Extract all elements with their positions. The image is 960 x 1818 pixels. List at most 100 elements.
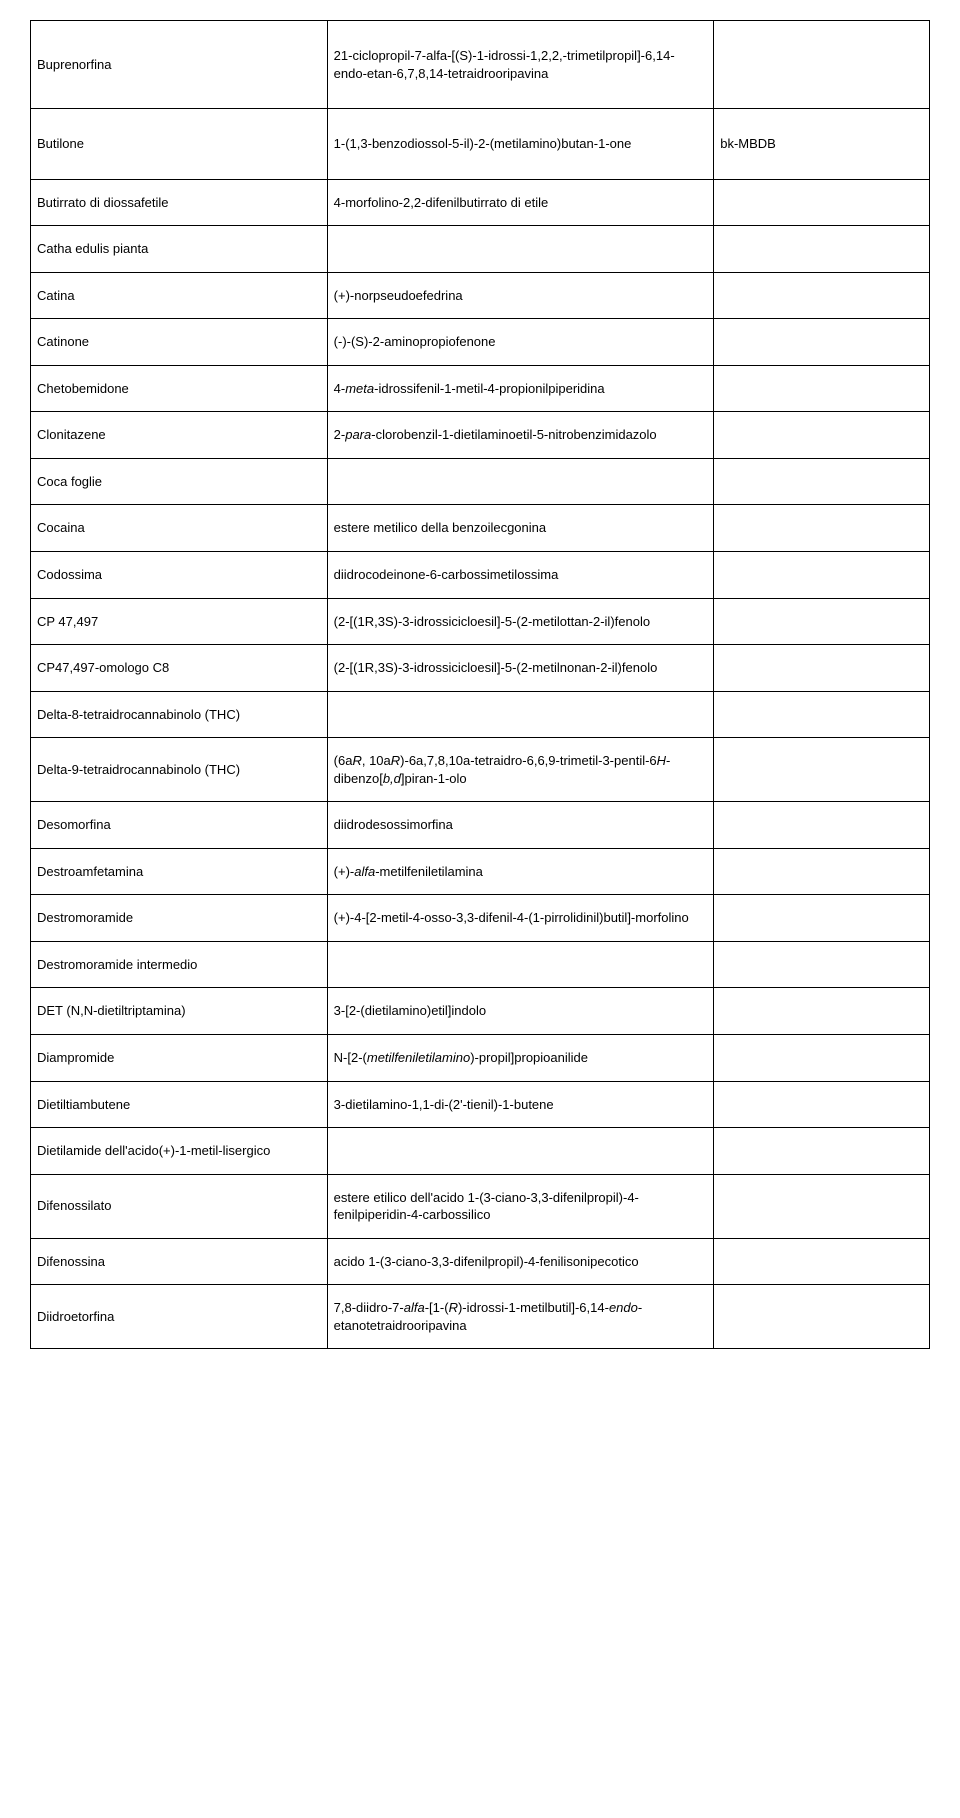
table-row: CP47,497-omologo C8(2-[(1R,3S)-3-idrossi… xyxy=(31,645,930,692)
chemical-name-cell: 2-para-clorobenzil-1-dietilaminoetil-5-n… xyxy=(327,412,714,459)
substance-name-cell: Diampromide xyxy=(31,1035,328,1082)
table-row: Butirrato di diossafetile4-morfolino-2,2… xyxy=(31,179,930,226)
chemical-name-cell: estere metilico della benzoilecgonina xyxy=(327,505,714,552)
synonym-cell xyxy=(714,505,930,552)
table-row: DET (N,N-dietiltriptamina)3-[2-(dietilam… xyxy=(31,988,930,1035)
table-row: Diidroetorfina7,8-diidro-7-alfa-[1-(R)-i… xyxy=(31,1285,930,1349)
table-row: Codossimadiidrocodeinone-6-carbossimetil… xyxy=(31,552,930,599)
substance-name-cell: Destromoramide intermedio xyxy=(31,941,328,988)
chemical-name-cell xyxy=(327,941,714,988)
synonym-cell xyxy=(714,1081,930,1128)
substance-name-cell: Diidroetorfina xyxy=(31,1285,328,1349)
substance-name-cell: Clonitazene xyxy=(31,412,328,459)
synonym-cell xyxy=(714,226,930,273)
chemical-name-cell: (+)-4-[2-metil-4-osso-3,3-difenil-4-(1-p… xyxy=(327,895,714,942)
substance-name-cell: Dietiltiambutene xyxy=(31,1081,328,1128)
chemical-name-cell: 3-[2-(dietilamino)etil]indolo xyxy=(327,988,714,1035)
synonym-cell xyxy=(714,802,930,849)
table-row: DiampromideN-[2-(metilfeniletilamino)-pr… xyxy=(31,1035,930,1082)
substance-name-cell: Delta-9-tetraidrocannabinolo (THC) xyxy=(31,738,328,802)
substance-name-cell: CP47,497-omologo C8 xyxy=(31,645,328,692)
synonym-cell xyxy=(714,738,930,802)
chemical-name-cell: (6aR, 10aR)-6a,7,8,10a-tetraidro-6,6,9-t… xyxy=(327,738,714,802)
substance-name-cell: DET (N,N-dietiltriptamina) xyxy=(31,988,328,1035)
chemical-name-cell: diidrocodeinone-6-carbossimetilossima xyxy=(327,552,714,599)
table-row: Delta-9-tetraidrocannabinolo (THC)(6aR, … xyxy=(31,738,930,802)
synonym-cell xyxy=(714,412,930,459)
synonym-cell xyxy=(714,365,930,412)
chemical-name-cell: estere etilico dell'acido 1-(3-ciano-3,3… xyxy=(327,1174,714,1238)
synonym-cell xyxy=(714,848,930,895)
synonym-cell xyxy=(714,1035,930,1082)
chemical-name-cell: (-)-(S)-2-aminopropiofenone xyxy=(327,319,714,366)
synonym-cell xyxy=(714,1174,930,1238)
chemical-name-cell: 4-morfolino-2,2-difenilbutirrato di etil… xyxy=(327,179,714,226)
synonym-cell xyxy=(714,179,930,226)
table-row: Difenossinaacido 1-(3-ciano-3,3-difenilp… xyxy=(31,1238,930,1285)
table-row: Cocainaestere metilico della benzoilecgo… xyxy=(31,505,930,552)
substance-name-cell: Difenossilato xyxy=(31,1174,328,1238)
substance-name-cell: Catinone xyxy=(31,319,328,366)
table-row: Destromoramide(+)-4-[2-metil-4-osso-3,3-… xyxy=(31,895,930,942)
substance-name-cell: Destromoramide xyxy=(31,895,328,942)
table-row: Coca foglie xyxy=(31,458,930,505)
synonym-cell xyxy=(714,21,930,109)
substances-table: Buprenorfina21-ciclopropil-7-alfa-[(S)-1… xyxy=(30,20,930,1349)
chemical-name-cell: 7,8-diidro-7-alfa-[1-(R)-idrossi-1-metil… xyxy=(327,1285,714,1349)
chemical-name-cell: diidrodesossimorfina xyxy=(327,802,714,849)
table-row: Delta-8-tetraidrocannabinolo (THC) xyxy=(31,691,930,738)
substance-name-cell: Desomorfina xyxy=(31,802,328,849)
synonym-cell xyxy=(714,1128,930,1175)
chemical-name-cell xyxy=(327,1128,714,1175)
synonym-cell xyxy=(714,645,930,692)
chemical-name-cell: 1-(1,3-benzodiossol-5-il)-2-(metilamino)… xyxy=(327,109,714,180)
table-row: Destroamfetamina(+)-alfa-metilfeniletila… xyxy=(31,848,930,895)
table-row: Desomorfinadiidrodesossimorfina xyxy=(31,802,930,849)
synonym-cell xyxy=(714,1285,930,1349)
table-row: CP 47,497(2-[(1R,3S)-3-idrossicicloesil]… xyxy=(31,598,930,645)
chemical-name-cell: 4-meta-idrossifenil-1-metil-4-propionilp… xyxy=(327,365,714,412)
table-row: Difenossilatoestere etilico dell'acido 1… xyxy=(31,1174,930,1238)
table-row: Chetobemidone4-meta-idrossifenil-1-metil… xyxy=(31,365,930,412)
table-row: Destromoramide intermedio xyxy=(31,941,930,988)
synonym-cell xyxy=(714,895,930,942)
synonym-cell xyxy=(714,1238,930,1285)
synonym-cell xyxy=(714,598,930,645)
chemical-name-cell: 3-dietilamino-1,1-di-(2'-tienil)-1-buten… xyxy=(327,1081,714,1128)
chemical-name-cell xyxy=(327,691,714,738)
substance-name-cell: Destroamfetamina xyxy=(31,848,328,895)
substance-name-cell: Butilone xyxy=(31,109,328,180)
chemical-name-cell: (2-[(1R,3S)-3-idrossicicloesil]-5-(2-met… xyxy=(327,598,714,645)
chemical-name-cell: (+)-norpseudoefedrina xyxy=(327,272,714,319)
chemical-name-cell: (2-[(1R,3S)-3-idrossicicloesil]-5-(2-met… xyxy=(327,645,714,692)
substance-name-cell: Dietilamide dell'acido(+)-1-metil-liserg… xyxy=(31,1128,328,1175)
table-row: Catha edulis pianta xyxy=(31,226,930,273)
substance-name-cell: Chetobemidone xyxy=(31,365,328,412)
substance-name-cell: Catha edulis pianta xyxy=(31,226,328,273)
table-row: Buprenorfina21-ciclopropil-7-alfa-[(S)-1… xyxy=(31,21,930,109)
synonym-cell xyxy=(714,941,930,988)
substance-name-cell: Cocaina xyxy=(31,505,328,552)
chemical-name-cell: acido 1-(3-ciano-3,3-difenilpropil)-4-fe… xyxy=(327,1238,714,1285)
chemical-name-cell: 21-ciclopropil-7-alfa-[(S)-1-idrossi-1,2… xyxy=(327,21,714,109)
table-row: Catina(+)-norpseudoefedrina xyxy=(31,272,930,319)
table-row: Clonitazene2-para-clorobenzil-1-dietilam… xyxy=(31,412,930,459)
chemical-name-cell: (+)-alfa-metilfeniletilamina xyxy=(327,848,714,895)
substance-name-cell: CP 47,497 xyxy=(31,598,328,645)
synonym-cell xyxy=(714,272,930,319)
substance-name-cell: Coca foglie xyxy=(31,458,328,505)
chemical-name-cell: N-[2-(metilfeniletilamino)-propil]propio… xyxy=(327,1035,714,1082)
table-row: Dietilamide dell'acido(+)-1-metil-liserg… xyxy=(31,1128,930,1175)
synonym-cell xyxy=(714,552,930,599)
synonym-cell xyxy=(714,458,930,505)
synonym-cell xyxy=(714,988,930,1035)
table-row: Catinone(-)-(S)-2-aminopropiofenone xyxy=(31,319,930,366)
table-row: Butilone1-(1,3-benzodiossol-5-il)-2-(met… xyxy=(31,109,930,180)
synonym-cell: bk-MBDB xyxy=(714,109,930,180)
substance-name-cell: Butirrato di diossafetile xyxy=(31,179,328,226)
substance-name-cell: Difenossina xyxy=(31,1238,328,1285)
chemical-name-cell xyxy=(327,458,714,505)
chemical-name-cell xyxy=(327,226,714,273)
substance-name-cell: Buprenorfina xyxy=(31,21,328,109)
synonym-cell xyxy=(714,319,930,366)
